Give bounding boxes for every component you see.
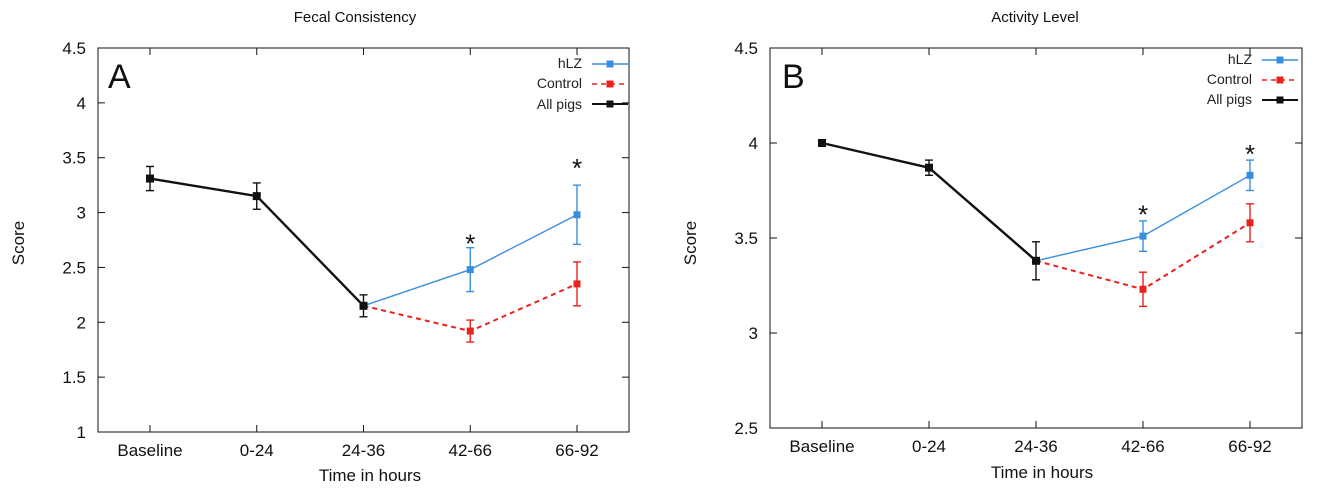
data-point-all-pigs <box>252 192 261 201</box>
data-point-all-pigs <box>359 301 368 310</box>
x-tick-label: Baseline <box>117 441 182 460</box>
x-axis-title: Time in hours <box>319 466 421 485</box>
x-tick-label: 42-66 <box>1121 437 1164 456</box>
legend-marker-control <box>1276 76 1284 84</box>
chart-panel-fecal-consistency: Fecal Consistency A Score Time in hours … <box>9 9 630 485</box>
data-point-control <box>466 327 474 335</box>
plot-area: 1 1.5 2 2.5 3 3.5 4 4.5 Baseline 0-24 24-36 42-66 66… <box>62 39 630 460</box>
chart-panel-activity-level: Activity Level B Score Time in hours 2.5… <box>681 9 1303 482</box>
legend-marker-all-pigs <box>606 100 614 108</box>
legend: hLZ Control All pigs <box>1207 51 1298 107</box>
y-tick-label: 4 <box>749 134 758 153</box>
legend-label-hlz: hLZ <box>558 55 583 71</box>
data-point-hlz <box>573 211 581 219</box>
legend-label-control: Control <box>1207 71 1252 87</box>
legend-label-all-pigs: All pigs <box>537 96 582 112</box>
x-tick-label: 42-66 <box>449 441 492 460</box>
x-tick-label: 66-92 <box>555 441 598 460</box>
x-tick-label: 24-36 <box>342 441 385 460</box>
y-tick-label: 3 <box>749 324 758 343</box>
significance-star: * <box>1245 139 1255 169</box>
data-point-hlz <box>1246 171 1254 179</box>
x-tick-label: 0-24 <box>240 441 274 460</box>
significance-star: * <box>572 153 582 183</box>
legend-marker-hlz <box>1276 56 1284 64</box>
y-tick-label: 1 <box>77 423 86 442</box>
panel-label: B <box>782 58 805 96</box>
y-tick-label: 3.5 <box>734 229 758 248</box>
legend-marker-all-pigs <box>1276 96 1284 104</box>
x-tick-label: 24-36 <box>1014 437 1057 456</box>
significance-star: * <box>465 229 475 259</box>
legend-label-all-pigs: All pigs <box>1207 91 1252 107</box>
y-tick-label: 2.5 <box>734 419 758 438</box>
y-tick-label: 2 <box>77 313 86 332</box>
data-point-control <box>1246 219 1254 227</box>
data-point-all-pigs <box>146 174 154 183</box>
data-point-all-pigs <box>1032 256 1040 265</box>
legend: hLZ Control All pigs <box>537 55 628 112</box>
x-tick-label: 0-24 <box>912 437 946 456</box>
x-tick-label: Baseline <box>789 437 854 456</box>
y-tick-label: 3.5 <box>62 149 86 168</box>
data-point-all-pigs <box>925 163 933 172</box>
data-point-all-pigs <box>818 139 826 147</box>
legend-label-control: Control <box>537 75 582 91</box>
panel-label: A <box>108 58 131 96</box>
legend-marker-hlz <box>606 60 614 68</box>
x-tick-label: 66-92 <box>1228 437 1271 456</box>
significance-star: * <box>1138 200 1148 230</box>
y-axis-title: Score <box>9 221 28 265</box>
y-axis-title: Score <box>681 221 700 265</box>
data-point-hlz <box>1139 232 1147 240</box>
y-tick-label: 1.5 <box>62 368 86 387</box>
plot-area: 2.5 3 3.5 4 4.5 Baseline 0-24 24-36 42-66 66-92 * * <box>734 39 1303 456</box>
data-point-control <box>573 280 581 288</box>
y-tick-label: 4 <box>77 94 86 113</box>
y-tick-label: 4.5 <box>734 39 758 58</box>
data-point-control <box>1139 285 1147 293</box>
y-tick-label: 3 <box>77 204 86 223</box>
x-axis-title: Time in hours <box>991 463 1093 482</box>
chart-title: Activity Level <box>991 9 1079 26</box>
legend-label-hlz: hLZ <box>1228 51 1253 67</box>
legend-marker-control <box>606 80 614 88</box>
y-tick-label: 4.5 <box>62 39 86 58</box>
data-point-hlz <box>466 266 474 274</box>
chart-title: Fecal Consistency <box>294 9 417 26</box>
y-tick-label: 2.5 <box>62 258 86 277</box>
